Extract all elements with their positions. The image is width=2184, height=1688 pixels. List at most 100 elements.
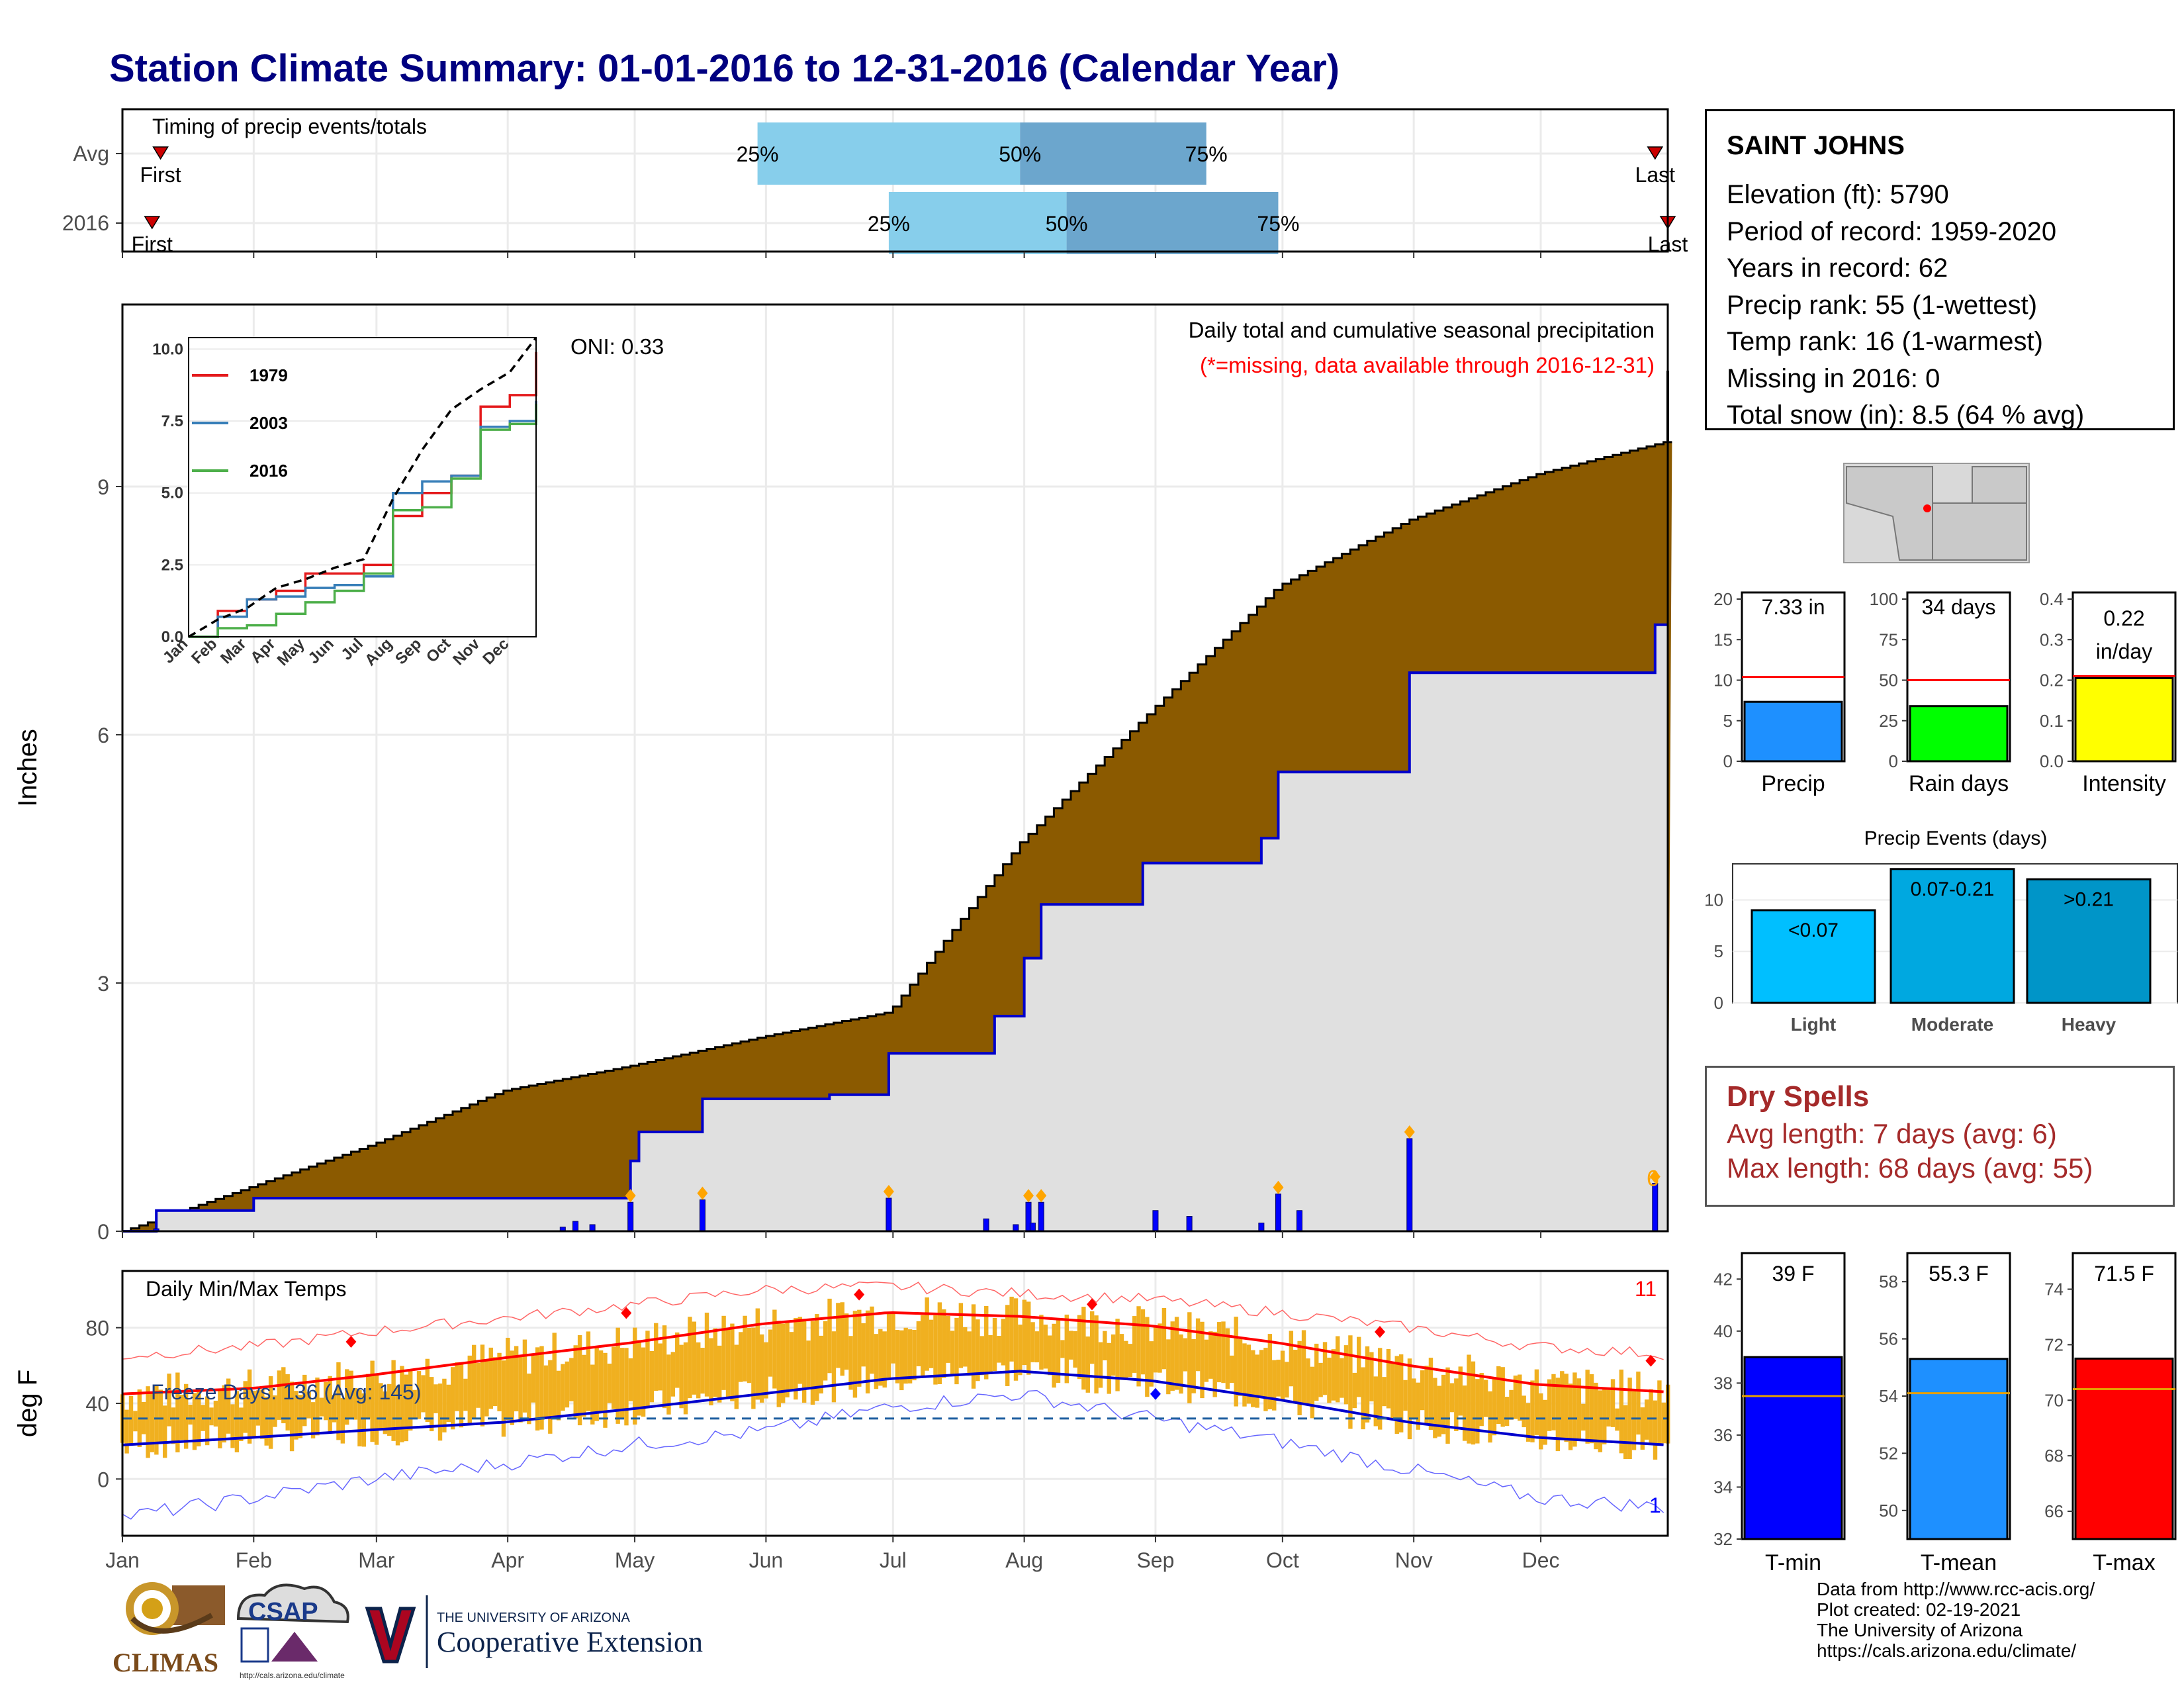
temp-daily-bar xyxy=(1585,1370,1590,1444)
temp-daily-bar xyxy=(1407,1358,1412,1440)
temp-daily-bar xyxy=(400,1366,404,1442)
temp-ytick-label: 40 xyxy=(85,1392,109,1416)
temp-daily-bar xyxy=(1132,1316,1137,1373)
temp-daily-bar xyxy=(1060,1340,1065,1358)
temp-daily-bar xyxy=(573,1345,578,1419)
temp-daily-bar xyxy=(455,1362,459,1411)
temp-daily-bar xyxy=(222,1385,226,1443)
precip-events-bar-Moderate xyxy=(1889,868,2015,1004)
temp-daily-bar xyxy=(167,1374,171,1427)
temp-daily-bar xyxy=(1398,1354,1404,1432)
temp-daily-bar xyxy=(277,1370,282,1420)
temp-daily-bar xyxy=(882,1331,887,1388)
summary-bar-tick-label: 50 xyxy=(1879,671,1898,690)
temp-daily-bar xyxy=(247,1369,252,1444)
timing-last-marker xyxy=(1647,146,1664,160)
temp-daily-bar xyxy=(370,1360,375,1442)
station-location-dot xyxy=(1923,504,1931,512)
temp-daily-bar xyxy=(594,1347,599,1421)
temp-daily-bar xyxy=(1225,1328,1230,1389)
temp-daily-bar xyxy=(878,1329,883,1386)
temp-daily-bar xyxy=(1064,1314,1069,1383)
temp-daily-bar xyxy=(531,1356,535,1403)
temp-daily-bar xyxy=(717,1345,722,1403)
month-label: Feb xyxy=(236,1548,272,1572)
summary-bar-tick-label: 0 xyxy=(1723,751,1733,771)
temp-daily-bar xyxy=(1242,1343,1247,1407)
ua-logo-top: THE UNIVERSITY OF ARIZONA xyxy=(437,1611,631,1625)
temp-daily-bar xyxy=(324,1382,328,1421)
temp-daily-bar xyxy=(789,1332,794,1390)
summary-bar-tick-label: 15 xyxy=(1713,630,1733,649)
temp-daily-bar xyxy=(1467,1354,1471,1444)
temp-daily-bar xyxy=(1373,1376,1378,1427)
temp-daily-bar xyxy=(218,1391,222,1448)
station-temp-rank: Temp rank: 16 (1-warmest) xyxy=(1727,327,2043,356)
temp-daily-bar xyxy=(243,1381,248,1433)
temp-daily-bar xyxy=(506,1337,510,1421)
temp-daily-bar xyxy=(1361,1367,1365,1430)
temp-daily-bar xyxy=(361,1393,367,1447)
precip-2016-cumulative-area xyxy=(122,624,1668,1231)
temp-daily-bar xyxy=(408,1371,413,1431)
timing-row-label: 2016 xyxy=(62,211,109,235)
precip-daily-marker xyxy=(1023,1189,1034,1203)
temp-daily-bar xyxy=(476,1363,480,1408)
summary-bar-tick-label: 0.3 xyxy=(2040,630,2064,649)
precip-events-bar-label: <0.07 xyxy=(1788,919,1839,941)
climas-logo-text: CLIMAS xyxy=(113,1648,218,1677)
temp-daily-bar xyxy=(349,1370,353,1419)
temp-daily-bar xyxy=(255,1390,261,1426)
precip-events-title: Precip Events (days) xyxy=(1864,827,2048,849)
temp-daily-bar xyxy=(598,1350,604,1412)
temp-bar-tick-label: 54 xyxy=(1879,1386,1898,1406)
temp-daily-bar xyxy=(1657,1380,1662,1445)
temp-daily-bar xyxy=(1576,1378,1582,1439)
temp-bar-tick-label: 70 xyxy=(2044,1390,2064,1410)
precip-daily-bar xyxy=(699,1199,705,1232)
temp-daily-bar xyxy=(704,1312,709,1397)
temp-daily-bar xyxy=(997,1336,1001,1363)
temp-bar-label: T-min xyxy=(1765,1550,1821,1575)
ua-logo-bottom: Cooperative Extension xyxy=(437,1626,703,1658)
temp-daily-bar xyxy=(1153,1326,1158,1373)
temp-daily-bar xyxy=(776,1321,781,1407)
temp-daily-bar xyxy=(522,1339,527,1413)
precip-panel-title: Daily total and cumulative seasonal prec… xyxy=(1189,318,1655,342)
temp-daily-bar xyxy=(1022,1299,1027,1366)
temp-daily-bar xyxy=(1424,1366,1429,1424)
temp-daily-bar xyxy=(1589,1374,1594,1444)
temp-daily-bar xyxy=(764,1342,768,1399)
temp-bar-tick-label: 42 xyxy=(1713,1269,1733,1289)
temp-daily-bar xyxy=(1594,1382,1598,1450)
temp-daily-bar xyxy=(1030,1322,1035,1362)
temp-daily-bar xyxy=(133,1411,138,1432)
precip-2016-cumulative-line xyxy=(122,623,1668,1233)
timing-frame xyxy=(121,108,1669,253)
temp-bar-tick-label: 52 xyxy=(1879,1443,1898,1463)
temp-daily-bar xyxy=(815,1314,819,1401)
temp-daily-bar xyxy=(1145,1317,1150,1397)
precip-events-category: Heavy xyxy=(2062,1014,2116,1035)
temp-daily-bar xyxy=(1124,1340,1128,1380)
temp-daily-bar xyxy=(1551,1374,1556,1430)
temp-daily-bar xyxy=(1111,1334,1116,1376)
temp-daily-bar xyxy=(958,1303,964,1368)
temp-daily-bar xyxy=(1251,1350,1255,1407)
temp-daily-bar xyxy=(679,1344,684,1409)
temp-daily-bar xyxy=(730,1323,735,1401)
timing-q25-q50-bar xyxy=(757,122,1021,185)
footer-line-url: https://cals.arizona.edu/climate/ xyxy=(1817,1640,2077,1661)
timing-q50-label: 50% xyxy=(1046,212,1088,236)
summary-bar-tick-label: 5 xyxy=(1723,711,1733,731)
temp-daily-bar xyxy=(539,1346,544,1430)
temp-daily-bar xyxy=(895,1330,900,1383)
temp-daily-bar xyxy=(183,1383,189,1449)
summary-bar-tick-label: 0.2 xyxy=(2040,671,2064,690)
temp-daily-bar xyxy=(641,1347,646,1417)
precip-events-bar-label: >0.21 xyxy=(2064,888,2114,910)
temp-daily-bar xyxy=(654,1323,659,1391)
temp-daily-bar xyxy=(857,1309,862,1387)
temp-daily-bar xyxy=(1018,1325,1023,1376)
